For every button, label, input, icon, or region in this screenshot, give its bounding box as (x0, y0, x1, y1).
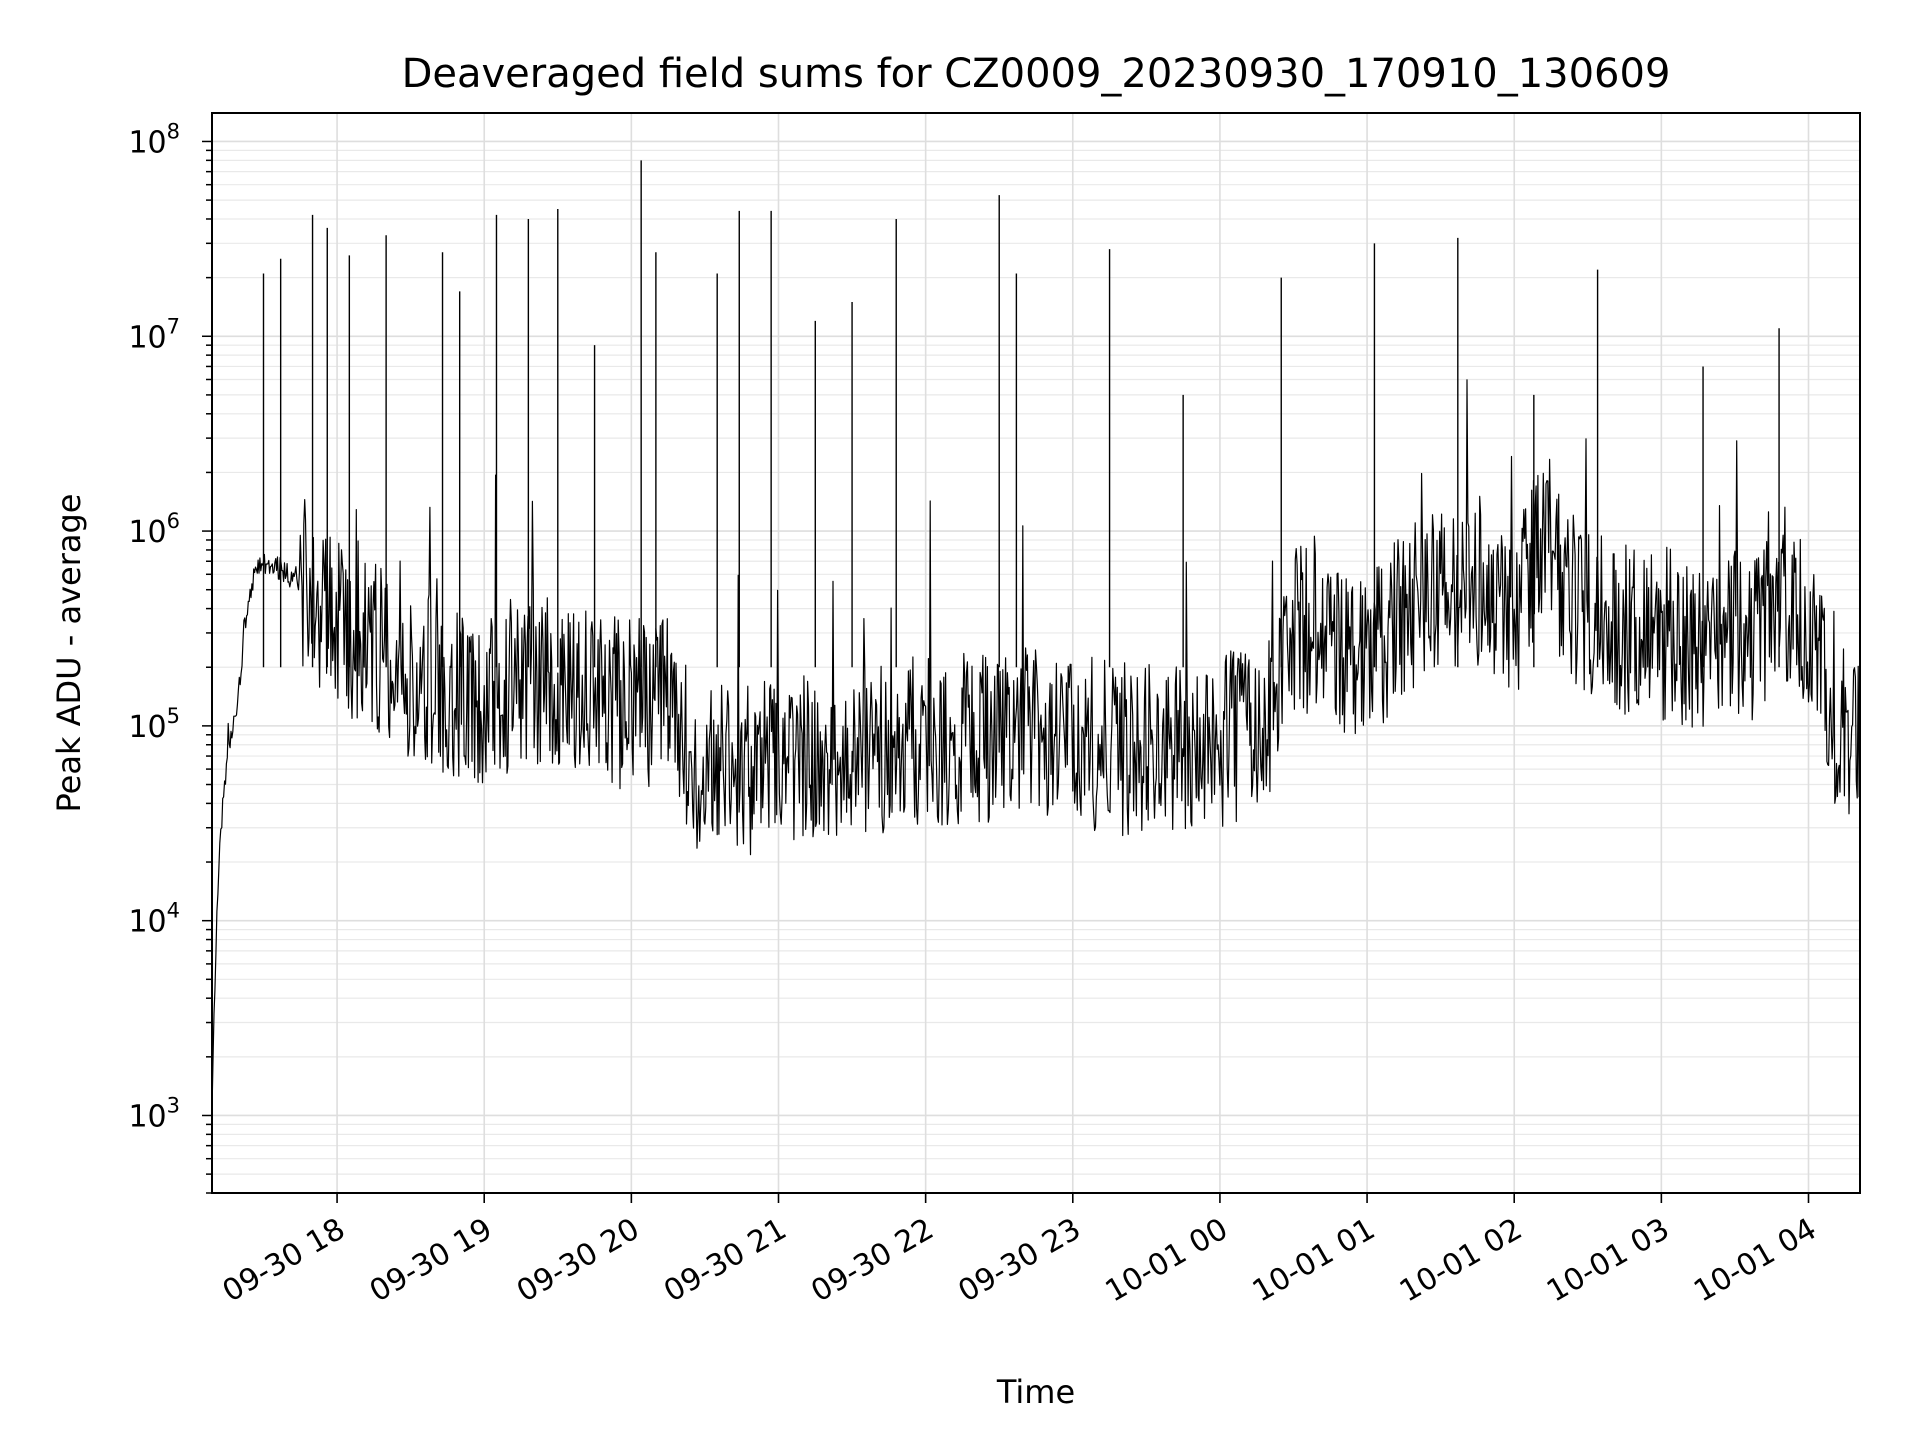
y-tick-label: 106 (128, 509, 180, 550)
y-tick-exponent: 6 (167, 509, 180, 533)
grid (212, 113, 1860, 1194)
y-tick-label: 104 (128, 899, 180, 940)
plot-frame (211, 112, 1861, 1194)
y-tick-exponent: 8 (167, 119, 180, 143)
y-tick-base: 10 (128, 125, 166, 160)
y-tick-exponent: 3 (167, 1093, 180, 1117)
y-tick-exponent: 5 (167, 704, 180, 728)
y-tick-base: 10 (128, 710, 166, 745)
y-tick-base: 10 (128, 515, 166, 550)
y-tick-exponent: 7 (167, 314, 180, 338)
series-line (211, 379, 1861, 1112)
y-tick-base: 10 (128, 1099, 166, 1134)
y-tick-label: 107 (128, 314, 180, 355)
series-layer (211, 160, 1861, 1112)
y-tick-base: 10 (128, 905, 166, 940)
y-tick-label: 105 (128, 704, 180, 745)
y-tick-exponent: 4 (167, 899, 180, 923)
chart-title: Deaveraged field sums for CZ0009_2023093… (402, 51, 1671, 97)
x-axis-title: Time (996, 1373, 1075, 1411)
y-tick-label: 108 (128, 119, 180, 160)
y-tick-base: 10 (128, 320, 166, 355)
y-tick-label: 103 (128, 1093, 180, 1134)
y-axis-title: Peak ADU - average (50, 494, 88, 813)
